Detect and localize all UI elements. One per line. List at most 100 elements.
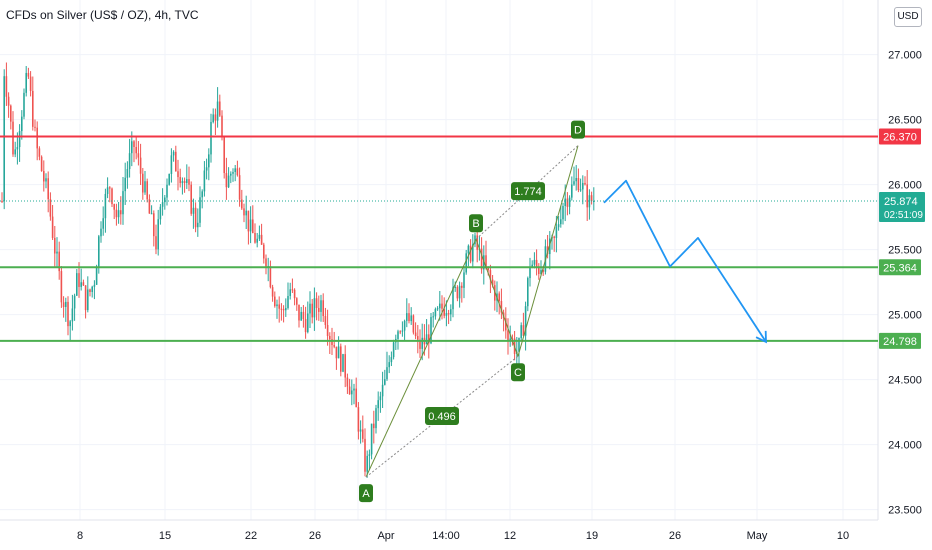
candle-body [463, 272, 465, 288]
pattern-leg [365, 238, 477, 478]
candle-body [529, 267, 531, 279]
candle-body [441, 303, 443, 309]
candle-body [223, 136, 225, 174]
candle-body [106, 187, 109, 194]
price-axis[interactable]: 23.500 24.000 24.500 25.000 25.500 26.000 26.5… [888, 50, 922, 517]
candle-body [357, 407, 360, 432]
candle-body [230, 173, 232, 176]
candle-body [67, 301, 69, 327]
candle-body [461, 285, 463, 288]
candle-body [252, 219, 254, 234]
currency-button[interactable]: USD [894, 7, 922, 27]
candle-body [128, 153, 131, 170]
candle-body [584, 182, 586, 185]
candle-body [120, 210, 122, 215]
pattern-point-label: B [472, 218, 479, 230]
candle-body [153, 213, 155, 237]
candle-body [487, 266, 489, 271]
candle-body [276, 304, 278, 307]
candle-body [212, 114, 214, 123]
candle-body [522, 325, 525, 336]
candle-body [278, 304, 280, 309]
candle-body [577, 178, 580, 191]
candle-body [23, 92, 25, 117]
candle-body [208, 154, 210, 168]
candle-body [388, 362, 390, 368]
pattern-ratio-badge [511, 182, 545, 201]
candle-body [32, 90, 34, 127]
candle-body [225, 173, 228, 188]
candle-body [575, 178, 577, 182]
candle-body [458, 285, 461, 299]
candle-body [546, 246, 549, 255]
candle-body [555, 227, 558, 239]
candle-body [362, 429, 364, 439]
candle-body [7, 96, 10, 106]
candle-body [188, 179, 190, 185]
candle-body [500, 301, 503, 313]
candle-body [399, 331, 401, 333]
candle-body [533, 259, 536, 265]
candle-body [304, 319, 307, 333]
candle-body [401, 330, 404, 332]
candle-body [102, 218, 104, 229]
candle-body [472, 244, 474, 262]
projection-line [603, 179, 767, 343]
projection-path[interactable] [603, 179, 767, 344]
candle-body [76, 273, 78, 296]
harmonic-pattern[interactable]: A B C D 0.496 1.774 [359, 120, 585, 503]
candle-body [315, 298, 318, 308]
candle-body [593, 200, 595, 202]
candle-body [573, 181, 575, 185]
x-tick-label: 8 [77, 530, 83, 542]
candle-body [289, 289, 291, 297]
candle-body [186, 179, 188, 183]
x-tick-label: Apr [377, 530, 394, 542]
candle-body [221, 115, 223, 137]
candle-body [322, 300, 324, 317]
time-axis[interactable]: 8 15 22 26 Apr 14:00 12 19 26 May 10 [77, 530, 849, 542]
candle-body [540, 269, 542, 275]
candle-body [199, 197, 201, 223]
bar-countdown: 02:51:09 [884, 210, 923, 221]
candle-body [313, 298, 316, 318]
candle-body [89, 289, 91, 292]
candle-body [254, 233, 256, 243]
candle-body [131, 141, 133, 154]
level-price-label: 25.364 [883, 262, 917, 274]
candle-body [524, 306, 527, 336]
candle-body [456, 286, 459, 299]
candle-body [287, 296, 289, 308]
candle-body [216, 101, 219, 121]
candle-body [560, 219, 562, 225]
x-tick-label: 26 [309, 530, 321, 542]
candle-body [359, 429, 362, 432]
candle-body [135, 146, 137, 154]
candle-body [166, 184, 168, 198]
pattern-point-label: D [574, 125, 582, 137]
candle-body [172, 151, 175, 156]
candle-body [280, 308, 283, 310]
level-price-badge [879, 259, 921, 276]
candle-body [417, 336, 419, 340]
candle-body [434, 309, 437, 317]
candle-body [214, 114, 217, 121]
candle-body [38, 148, 41, 157]
candle-body [373, 423, 375, 429]
horizontal-levels[interactable] [0, 135, 878, 342]
candle-body [443, 308, 445, 316]
candle-body [542, 269, 544, 272]
x-tick-label: 22 [245, 530, 257, 542]
y-tick-label: 23.500 [888, 505, 922, 517]
candle-body [175, 151, 177, 172]
candle-body [181, 181, 184, 184]
candle-body [227, 175, 230, 188]
candle-body [527, 278, 529, 307]
candle-body [318, 307, 320, 312]
candle-body [144, 181, 146, 193]
candle-body [43, 171, 45, 182]
candle-body [3, 76, 5, 202]
candle-body [98, 236, 100, 268]
candle-body [161, 202, 164, 207]
